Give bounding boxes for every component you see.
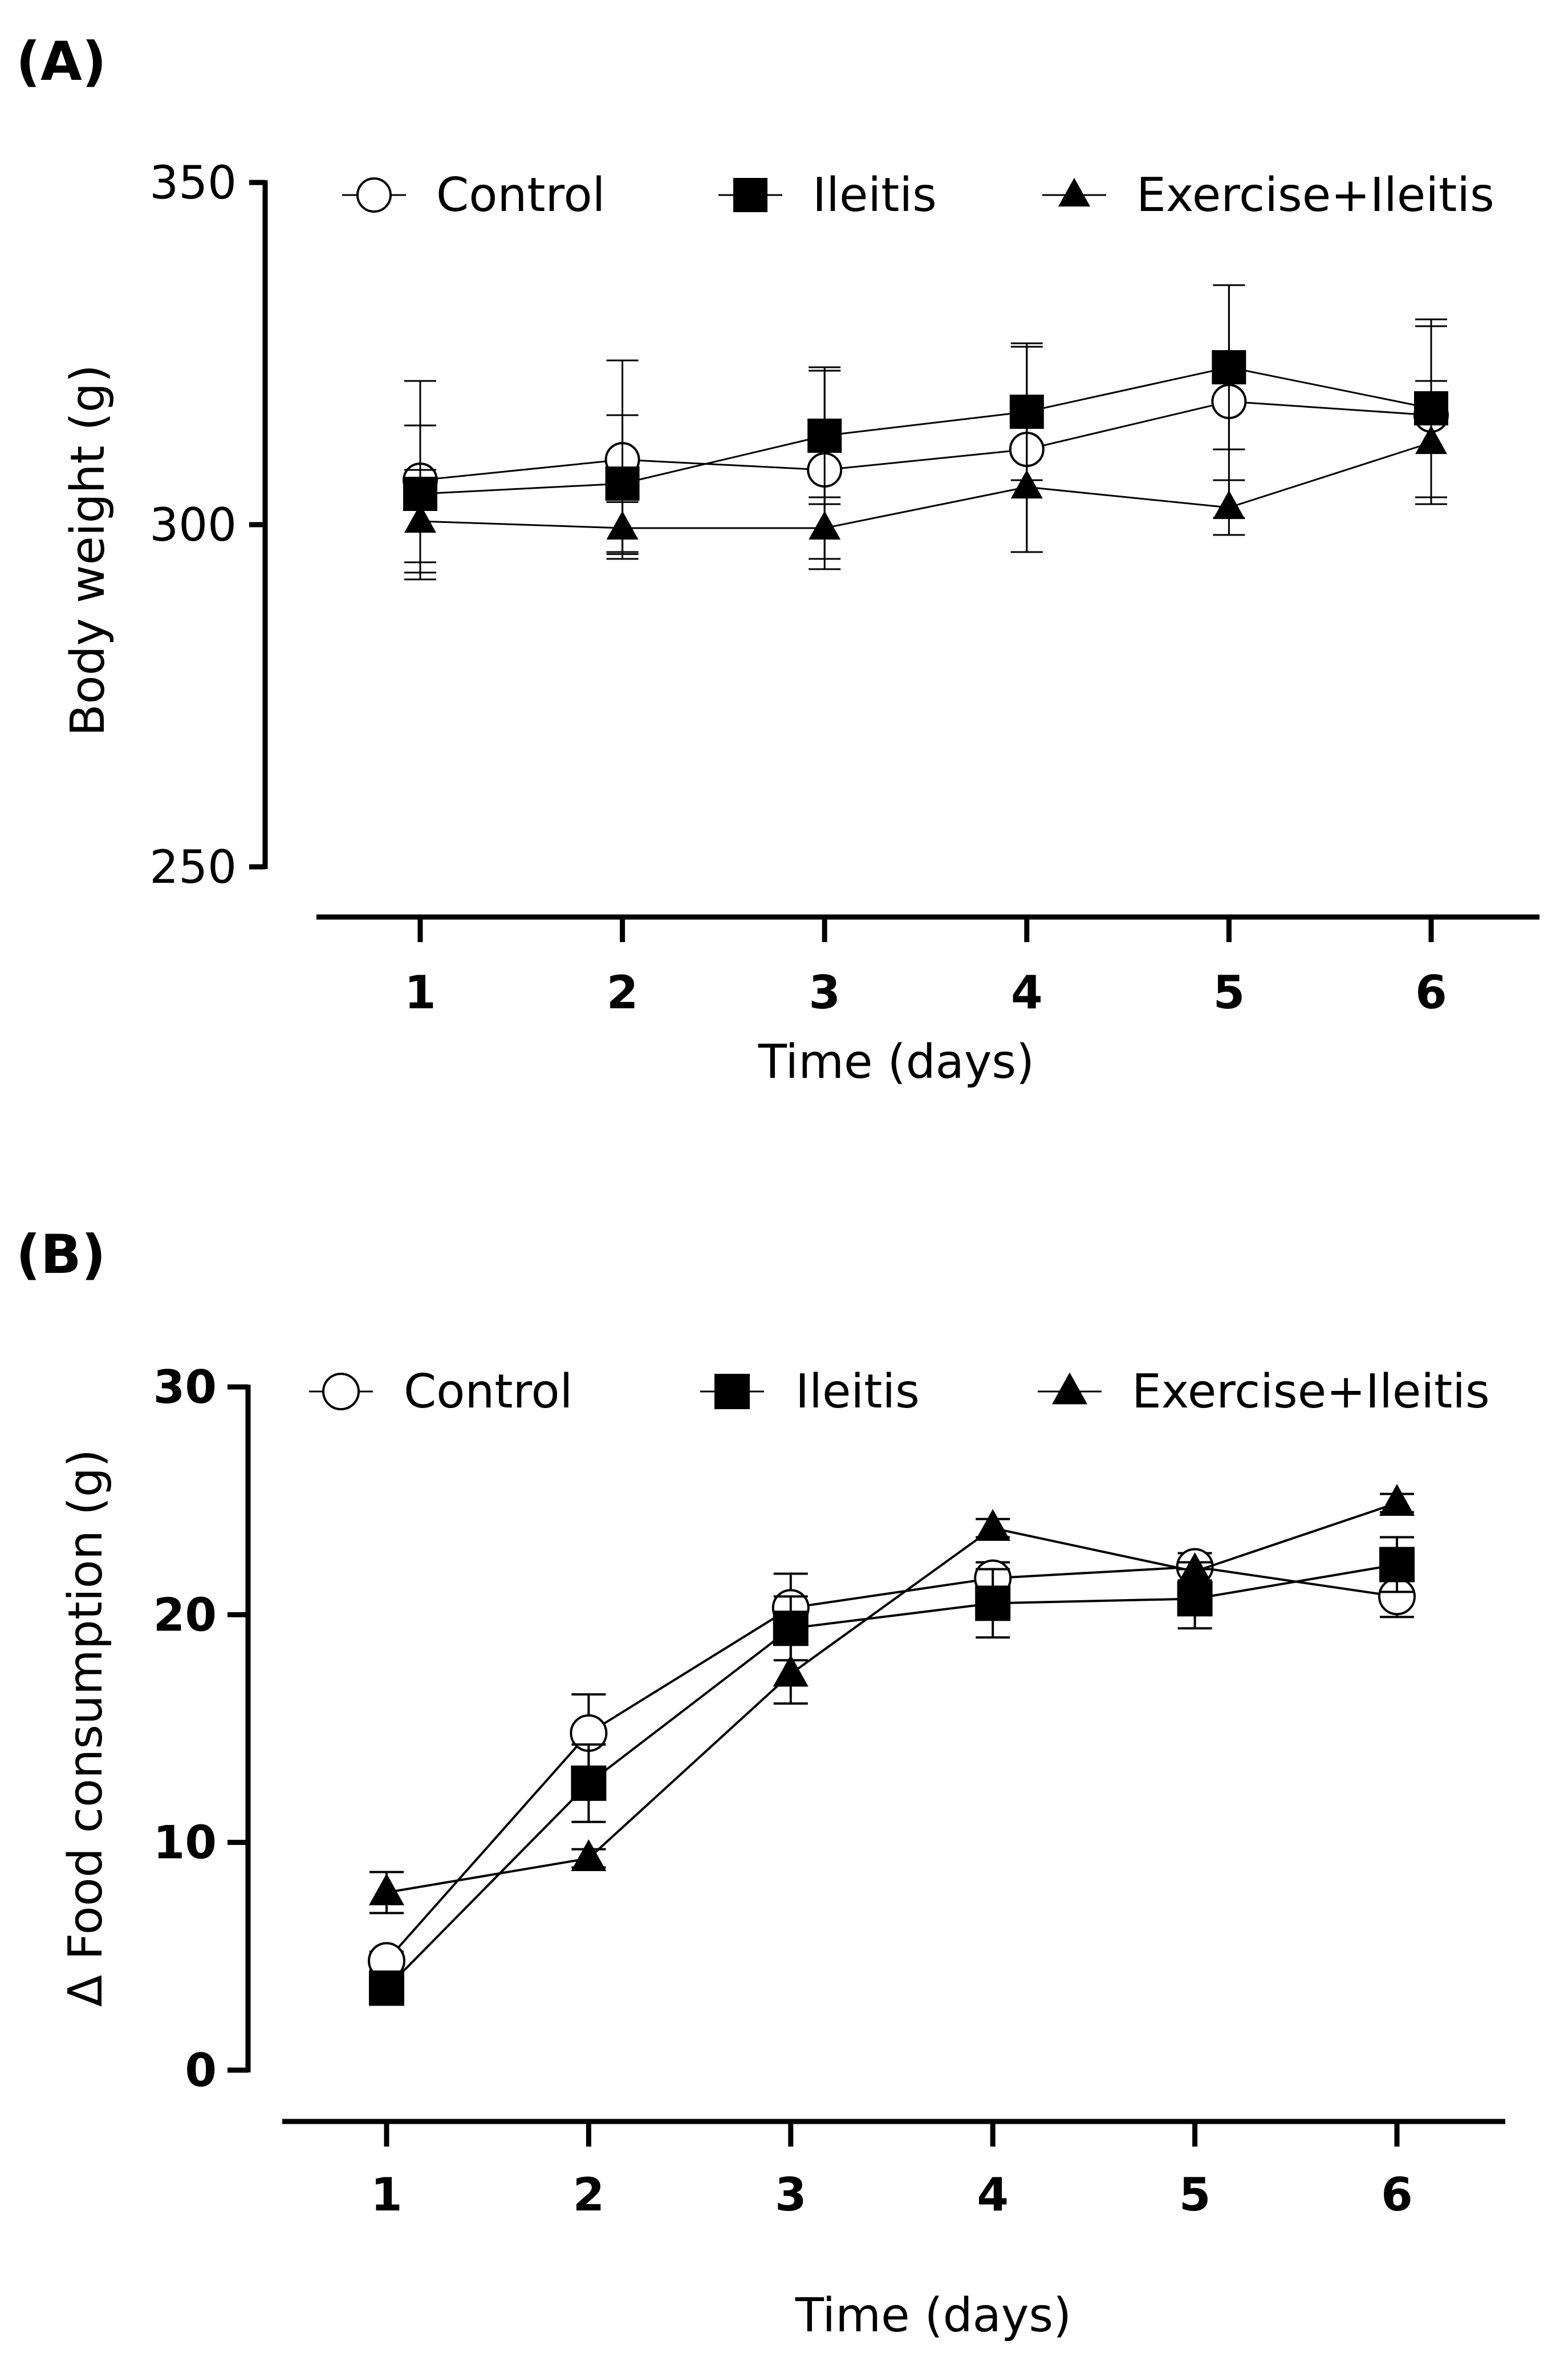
panel-b-y-ticks: 0 10 20 30 bbox=[153, 1361, 248, 2097]
data-point-exercise-ileitis bbox=[404, 504, 436, 533]
series-line-exercise-ileitis bbox=[386, 1502, 1398, 1894]
legend-marker-control bbox=[356, 177, 392, 213]
data-point-ileitis bbox=[807, 419, 842, 453]
panel-a: (A) 250 300 350 1 2 3 4 5 6 Body weight (g) Tim… bbox=[16, 31, 1539, 1089]
data-point-exercise-ileitis bbox=[369, 1873, 404, 1905]
series-exercise-ileitis bbox=[369, 1484, 1415, 1914]
legend-marker-control bbox=[322, 1373, 360, 1410]
y-tick-label: 30 bbox=[153, 1361, 217, 1414]
series-exercise-ileitis bbox=[404, 380, 1447, 574]
x-tick-label: 6 bbox=[1415, 966, 1447, 1019]
data-point-exercise-ileitis bbox=[975, 1509, 1011, 1541]
data-point-ileitis bbox=[369, 1970, 404, 2006]
legend-label-control: Control bbox=[436, 168, 605, 222]
series-control bbox=[368, 1548, 1416, 1980]
legend-marker-ileitis bbox=[733, 178, 767, 212]
x-tick-label: 5 bbox=[1179, 2168, 1211, 2221]
panel-b-legend: Control Ileitis Exercise+Ileitis bbox=[309, 1365, 1490, 1419]
x-tick-label: 2 bbox=[573, 2168, 605, 2221]
x-tick-label: 5 bbox=[1213, 966, 1245, 1019]
data-point-ileitis bbox=[1379, 1547, 1415, 1583]
legend-label-ileitis: Ileitis bbox=[813, 168, 937, 222]
y-tick-label: 20 bbox=[153, 1588, 217, 1641]
x-tick-label: 4 bbox=[1011, 966, 1043, 1019]
panel-b-x-axis-title: Time (days) bbox=[795, 2289, 1071, 2343]
data-point-exercise-ileitis bbox=[773, 1654, 809, 1687]
panel-a-x-axis-title: Time (days) bbox=[758, 1035, 1034, 1089]
legend-item-control: Control bbox=[309, 1365, 572, 1419]
legend-label-control: Control bbox=[404, 1365, 572, 1419]
data-point-ileitis bbox=[773, 1610, 809, 1646]
series-line-exercise-ileitis bbox=[420, 441, 1432, 529]
legend-marker-ileitis bbox=[714, 1374, 750, 1409]
panel-b-y-axis-title: Δ Food consumption (g) bbox=[59, 1449, 113, 2007]
x-tick-label: 6 bbox=[1381, 2168, 1413, 2221]
y-tick-label: 0 bbox=[185, 2044, 217, 2097]
data-point-ileitis bbox=[1177, 1581, 1213, 1617]
panel-a-y-ticks: 250 300 350 bbox=[149, 156, 265, 894]
y-tick-label: 10 bbox=[153, 1816, 217, 1869]
data-point-exercise-ileitis bbox=[1379, 1484, 1415, 1516]
y-tick-label: 350 bbox=[149, 156, 237, 209]
panel-a-axes bbox=[262, 180, 1539, 920]
panel-a-label: (A) bbox=[16, 31, 107, 93]
data-point-ileitis bbox=[571, 1765, 607, 1801]
y-tick-label: 300 bbox=[149, 498, 237, 551]
panel-a-legend: Control Ileitis Exercise+Ileitis bbox=[342, 168, 1494, 222]
data-point-ileitis bbox=[1212, 350, 1246, 384]
data-point-exercise-ileitis bbox=[1415, 425, 1447, 455]
series-line-control bbox=[420, 400, 1432, 481]
x-tick-label: 3 bbox=[775, 2168, 807, 2221]
legend-label-ileitis: Ileitis bbox=[795, 1365, 920, 1419]
legend-item-ileitis: Ileitis bbox=[700, 1365, 920, 1419]
data-point-exercise-ileitis bbox=[571, 1839, 607, 1871]
data-point-exercise-ileitis bbox=[809, 510, 841, 540]
panel-a-series bbox=[403, 284, 1449, 581]
legend-item-exercise-ileitis: Exercise+Ileitis bbox=[1042, 168, 1494, 222]
legend-item-ileitis: Ileitis bbox=[718, 168, 937, 222]
series-ileitis bbox=[403, 284, 1448, 563]
y-tick-label: 250 bbox=[149, 841, 237, 894]
legend-item-exercise-ileitis: Exercise+Ileitis bbox=[1038, 1365, 1490, 1419]
series-line-ileitis bbox=[385, 1563, 1398, 1989]
panel-b-axes bbox=[245, 1385, 1505, 2124]
data-point-exercise-ileitis bbox=[1010, 469, 1043, 499]
data-point-ileitis bbox=[975, 1585, 1011, 1621]
legend-label-exercise-ileitis: Exercise+Ileitis bbox=[1136, 168, 1494, 222]
legend-label-exercise-ileitis: Exercise+Ileitis bbox=[1132, 1365, 1490, 1419]
data-point-exercise-ileitis bbox=[606, 510, 639, 540]
panel-b-x-ticks: 1 2 3 4 5 6 bbox=[371, 2121, 1413, 2221]
x-tick-label: 2 bbox=[607, 966, 639, 1019]
data-point-ileitis bbox=[605, 466, 640, 501]
x-tick-label: 3 bbox=[809, 966, 840, 1019]
series-ileitis bbox=[369, 1536, 1415, 2006]
x-tick-label: 1 bbox=[371, 2168, 403, 2221]
legend-marker-exercise-ileitis bbox=[1058, 177, 1090, 207]
legend-marker-exercise-ileitis bbox=[1052, 1372, 1087, 1405]
panel-b: (B) 0 10 20 30 1 2 3 4 5 6 Δ Food consumption (g… bbox=[16, 1224, 1505, 2343]
legend-item-control: Control bbox=[342, 168, 605, 222]
series-control bbox=[403, 284, 1449, 581]
x-tick-label: 4 bbox=[977, 2168, 1009, 2221]
series-line-control bbox=[385, 1565, 1398, 1962]
panel-b-series bbox=[368, 1484, 1416, 2006]
data-point-exercise-ileitis bbox=[1213, 490, 1245, 520]
data-point-exercise-ileitis bbox=[1177, 1552, 1213, 1584]
x-tick-label: 1 bbox=[404, 966, 436, 1019]
panel-a-y-axis-title: Body weight (g) bbox=[61, 364, 115, 736]
series-line-ileitis bbox=[420, 366, 1432, 495]
panel-b-label: (B) bbox=[16, 1224, 106, 1286]
panel-a-x-ticks: 1 2 3 4 5 6 bbox=[404, 917, 1447, 1019]
